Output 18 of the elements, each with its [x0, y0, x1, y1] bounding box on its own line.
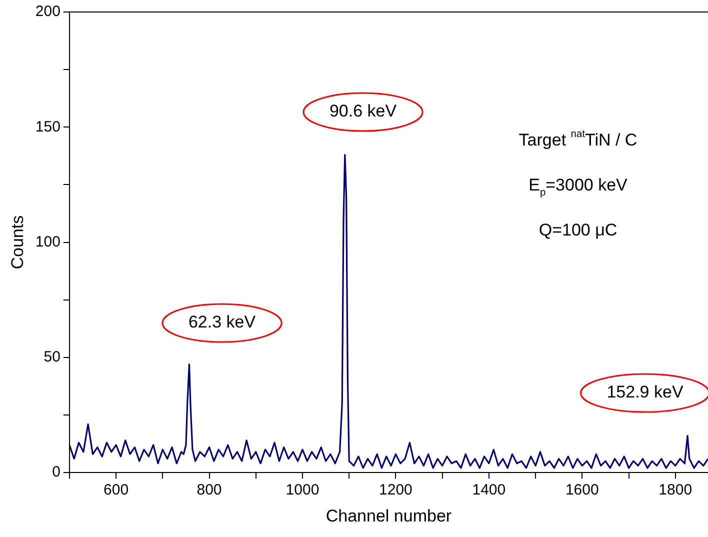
annotation: Q=100 μC	[538, 220, 618, 240]
y-tick-label: 100	[35, 233, 60, 250]
annotation: 152.9 keV	[606, 382, 684, 402]
y-tick-label: 0	[52, 464, 60, 481]
x-axis-title: Channel number	[326, 506, 452, 526]
x-tick-label: 1200	[379, 482, 412, 499]
y-axis-title: Counts	[8, 215, 27, 270]
y-tick-label: 150	[35, 118, 60, 136]
y-tick-label: 200	[35, 3, 60, 20]
y-tick-label: 50	[44, 348, 60, 366]
x-tick-label: 1800	[658, 482, 692, 499]
x-tick-label: 1400	[472, 482, 506, 499]
x-tick-label: 1000	[286, 482, 320, 499]
annotation: 90.6 keV	[329, 102, 398, 121]
x-tick-label: 1600	[565, 482, 599, 499]
annotation: 62.3 keV	[188, 312, 256, 332]
x-tick-label: 600	[104, 482, 129, 499]
x-tick-label: 800	[196, 482, 222, 499]
